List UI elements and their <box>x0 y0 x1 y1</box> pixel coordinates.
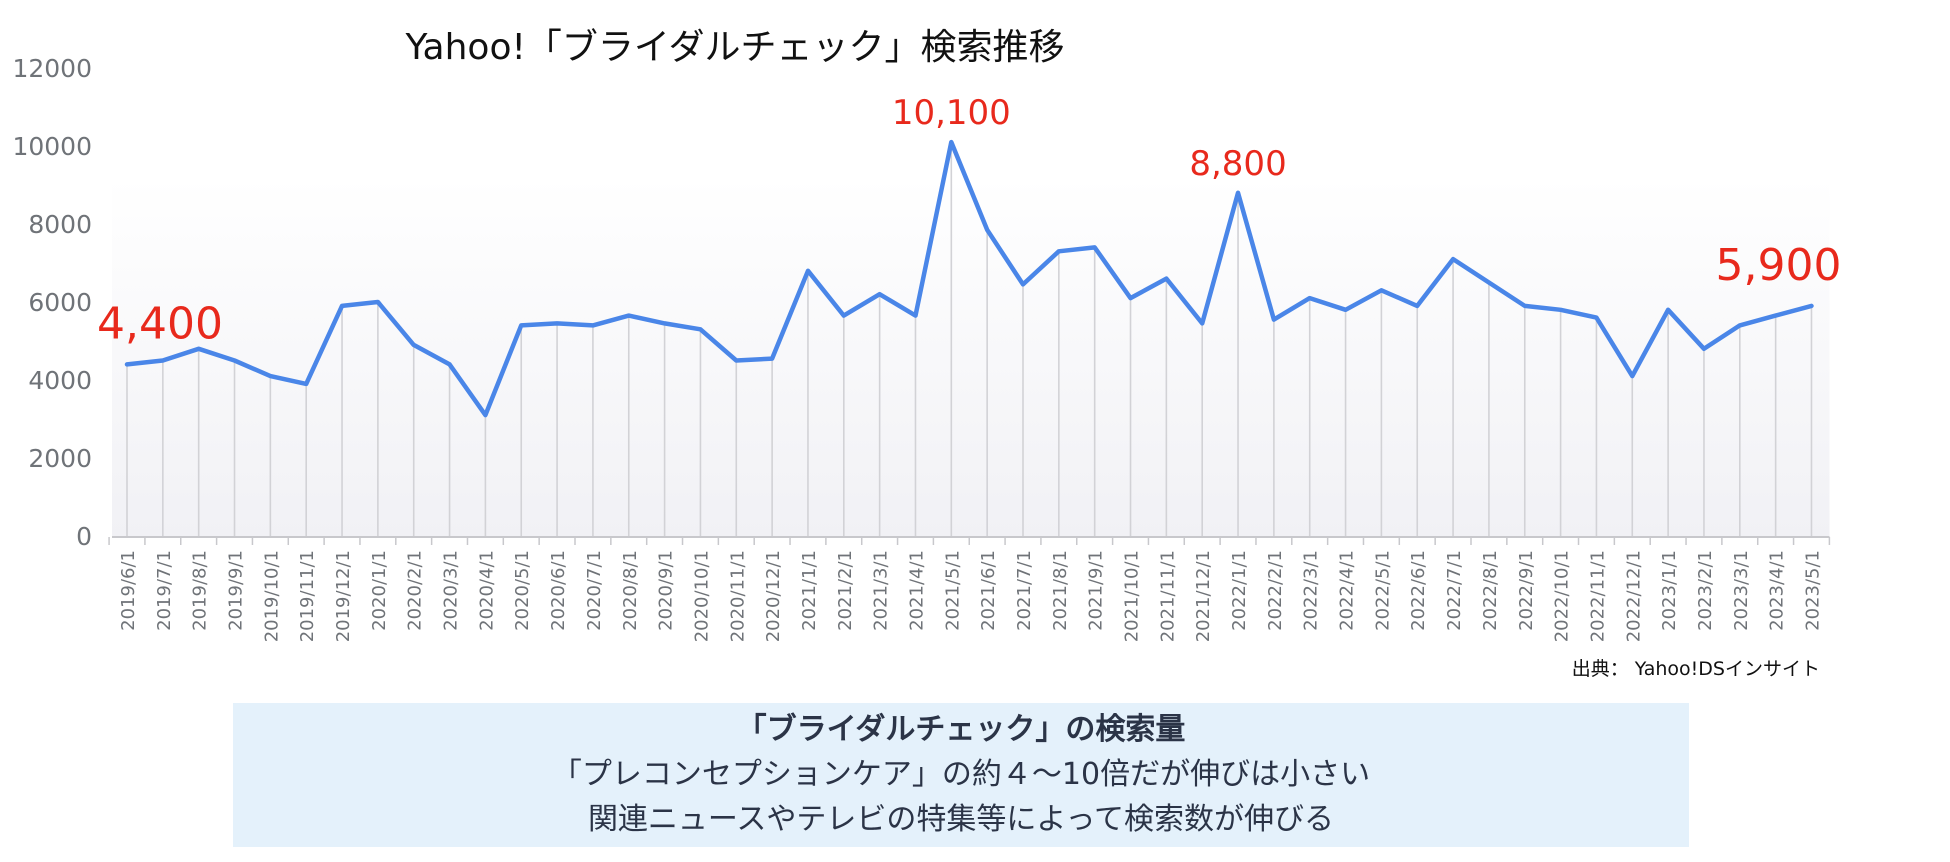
y-tick-label: 8000 <box>28 210 92 239</box>
x-tick-label: 2022/5/1 <box>1372 550 1393 631</box>
x-tick-label: 2019/11/1 <box>297 550 318 642</box>
x-tick-label: 2021/4/1 <box>906 550 927 631</box>
y-tick-label: 2000 <box>28 444 92 473</box>
x-tick-label: 2021/10/1 <box>1122 550 1143 642</box>
data-label: 8,800 <box>1189 144 1286 184</box>
x-tick-label: 2019/9/1 <box>226 550 247 631</box>
x-tick-label: 2020/4/1 <box>476 550 497 631</box>
x-tick-label: 2019/7/1 <box>154 550 175 631</box>
x-tick-label: 2022/2/1 <box>1265 550 1286 631</box>
x-tick-label: 2020/2/1 <box>405 550 426 631</box>
x-tick-label: 2022/3/1 <box>1301 550 1322 631</box>
x-tick-label: 2022/10/1 <box>1552 550 1573 642</box>
x-tick-label: 2020/11/1 <box>727 550 748 642</box>
x-tick-label: 2023/4/1 <box>1767 550 1788 631</box>
y-tick-label: 10000 <box>12 132 92 161</box>
x-tick-label: 2020/7/1 <box>584 550 605 631</box>
y-tick-label: 0 <box>76 522 92 551</box>
x-tick-label: 2022/12/1 <box>1623 550 1644 642</box>
line-chart: 0 2000 4000 6000 8000 10000 12000 2019/6/1 2019/… <box>12 54 1842 642</box>
x-tick-label: 2023/3/1 <box>1731 550 1752 631</box>
x-tick-label: 2022/9/1 <box>1516 550 1537 631</box>
y-tick-label: 12000 <box>12 54 92 83</box>
x-tick-label: 2023/1/1 <box>1659 550 1680 631</box>
x-tick-label: 2020/1/1 <box>369 550 390 631</box>
data-label: 4,400 <box>97 298 223 349</box>
x-tick-label: 2020/10/1 <box>691 550 712 642</box>
x-tick-label: 2020/5/1 <box>512 550 533 631</box>
x-tick-label: 2019/12/1 <box>333 550 354 642</box>
x-tick-label: 2023/2/1 <box>1695 550 1716 631</box>
x-tick-label: 2021/7/1 <box>1014 550 1035 631</box>
x-tick-label: 2022/8/1 <box>1480 550 1501 631</box>
x-tick-label: 2019/8/1 <box>190 550 211 631</box>
chart-source: 出典： Yahoo!DSインサイト <box>1571 658 1820 680</box>
x-tick-label: 2022/4/1 <box>1337 550 1358 631</box>
x-tick-label: 2022/11/1 <box>1587 550 1608 642</box>
note-line-1: 「ブライダルチェック」の検索量 <box>736 712 1186 747</box>
x-tick-label: 2021/3/1 <box>871 550 892 631</box>
x-tick-label: 2020/3/1 <box>441 550 462 631</box>
y-tick-label: 4000 <box>28 366 92 395</box>
x-tick-label: 2021/2/1 <box>835 550 856 631</box>
data-label: 10,100 <box>892 93 1011 133</box>
x-tick-label: 2021/12/1 <box>1193 550 1214 642</box>
x-tick-label: 2020/12/1 <box>763 550 784 642</box>
chart-title: Yahoo!「ブライダルチェック」検索推移 <box>405 27 1065 68</box>
x-tick-label: 2023/5/1 <box>1802 550 1823 631</box>
x-tick-label: 2022/7/1 <box>1444 550 1465 631</box>
y-tick-label: 6000 <box>28 288 92 317</box>
x-tick-label: 2021/8/1 <box>1050 550 1071 631</box>
x-tick-label: 2022/1/1 <box>1229 550 1250 631</box>
x-tick-label: 2021/1/1 <box>799 550 820 631</box>
x-tick-label: 2022/6/1 <box>1408 550 1429 631</box>
note-line-3: 関連ニュースやテレビの特集等によって検索数が伸びる <box>587 802 1335 837</box>
x-tick-label: 2021/6/1 <box>978 550 999 631</box>
x-tick-label: 2020/6/1 <box>548 550 569 631</box>
x-tick-label: 2020/9/1 <box>656 550 677 631</box>
plot-background <box>112 177 1830 536</box>
x-tick-label: 2021/11/1 <box>1157 550 1178 642</box>
note-line-2: 「プレコンセプションケア」の約４〜10倍だが伸びは小さい <box>551 757 1371 792</box>
series-line <box>124 139 1814 418</box>
x-tick-label: 2020/8/1 <box>620 550 641 631</box>
x-tick-label: 2019/6/1 <box>118 550 139 631</box>
x-tick-label: 2021/9/1 <box>1086 550 1107 631</box>
summary-note: 「ブライダルチェック」の検索量 「プレコンセプションケア」の約４〜10倍だが伸び… <box>233 703 1689 847</box>
x-tick-label: 2021/5/1 <box>942 550 963 631</box>
data-label: 5,900 <box>1716 240 1842 291</box>
x-tick-label: 2019/10/1 <box>261 550 282 642</box>
